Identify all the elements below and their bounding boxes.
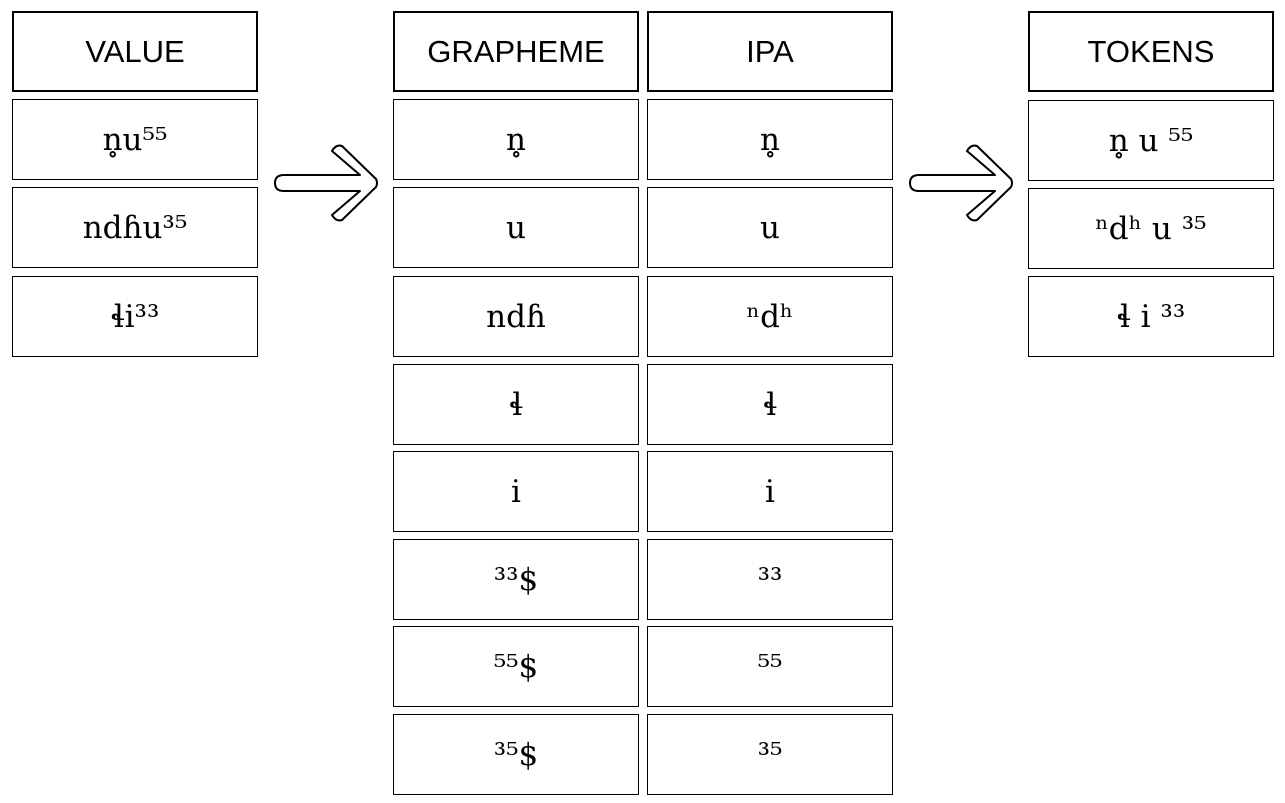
grapheme-cell: ³³$ [393, 539, 639, 620]
ipa-cell: n̥ [647, 99, 893, 180]
ipa-cell: i [647, 451, 893, 532]
grapheme-cell: ɬ [393, 364, 639, 445]
value-cell: n̥u⁵⁵ [12, 99, 258, 180]
right-arrow-icon [274, 144, 378, 222]
ipa-cell: ³³ [647, 539, 893, 620]
grapheme-header: GRAPHEME [393, 11, 639, 92]
ipa-cell: u [647, 187, 893, 268]
ipa-cell: ⁿdʰ [647, 276, 893, 357]
tokens-header: TOKENS [1028, 11, 1274, 92]
ipa-cell: ³⁵ [647, 714, 893, 795]
right-arrow-icon [909, 144, 1013, 222]
grapheme-cell: i [393, 451, 639, 532]
tokens-cell: ɬ i ³³ [1028, 276, 1274, 357]
tokens-cell: n̥ u ⁵⁵ [1028, 100, 1274, 181]
value-header: VALUE [12, 11, 258, 92]
value-cell: ndɦu³⁵ [12, 187, 258, 268]
grapheme-cell: ⁵⁵$ [393, 626, 639, 707]
grapheme-cell: u [393, 187, 639, 268]
ipa-cell: ɬ [647, 364, 893, 445]
ipa-header: IPA [647, 11, 893, 92]
value-cell: ɬi³³ [12, 276, 258, 357]
grapheme-cell: ³⁵$ [393, 714, 639, 795]
tokens-cell: ⁿdʰ u ³⁵ [1028, 188, 1274, 269]
ipa-cell: ⁵⁵ [647, 626, 893, 707]
grapheme-cell: n̥ [393, 99, 639, 180]
grapheme-cell: ndɦ [393, 276, 639, 357]
